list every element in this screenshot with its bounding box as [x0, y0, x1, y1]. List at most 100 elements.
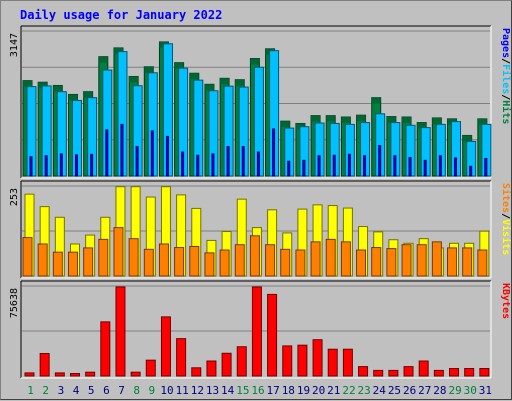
bar-sites-day-4 [67, 251, 78, 277]
x-tick-label-4: 4 [73, 384, 80, 397]
x-tick-label-3: 3 [58, 384, 65, 397]
legend-visits: Visits [500, 219, 512, 255]
bar-sites-day-6 [98, 238, 109, 277]
bar-kbytes-day-26 [403, 366, 414, 377]
bar-sites-day-30 [462, 247, 473, 277]
bar-sites-day-24 [371, 247, 382, 277]
panel-bottom: 75638 KBytes [9, 280, 511, 379]
panel-middle: 253 Sites/Visits [9, 180, 512, 279]
bar-pages-day-18 [287, 160, 291, 177]
x-tick-label-7: 7 [118, 384, 125, 397]
bar-cap-day-4 [68, 94, 78, 101]
bar-cap-day-20 [311, 115, 321, 122]
bar-cap-day-1 [23, 80, 32, 87]
legend-slash: / [500, 213, 511, 219]
bar-cap-day-12 [189, 73, 199, 80]
bar-kbytes-day-29 [449, 368, 460, 377]
bar-kbytes-day-19 [297, 344, 308, 377]
bar-pages-day-2 [44, 155, 48, 177]
bar-pages-day-8 [135, 146, 139, 177]
x-tick-label-5: 5 [88, 384, 95, 397]
bar-kbytes-day-10 [160, 316, 171, 377]
x-tick-label-20: 20 [312, 384, 325, 397]
bar-kbytes-day-2 [39, 353, 50, 377]
x-tick-label-29: 29 [448, 384, 461, 397]
bar-sites-day-10 [158, 243, 169, 277]
bar-kbytes-day-14 [221, 352, 232, 377]
bar-kbytes-day-30 [464, 368, 475, 377]
bar-cap-day-24 [371, 97, 381, 104]
x-tick-label-9: 9 [149, 384, 156, 397]
x-tick-label-17: 17 [267, 384, 280, 397]
bar-pages-day-19 [302, 159, 306, 177]
x-tick-label-8: 8 [133, 384, 140, 397]
bar-kbytes-day-22 [342, 348, 353, 377]
legend-pages: Pages [500, 28, 511, 58]
legend-slash: / [500, 94, 511, 100]
x-tick-label-26: 26 [403, 384, 416, 397]
bar-sites-day-3 [52, 251, 63, 277]
bar-sites-day-2 [37, 243, 48, 277]
bar-kbytes-day-1 [24, 372, 35, 377]
bar-pages-day-13 [211, 153, 215, 177]
bar-cap-day-13 [204, 84, 214, 91]
bar-kbytes-day-23 [358, 366, 369, 377]
panel-top-ymax-label: 3147 [9, 33, 20, 57]
bar-sites-day-27 [416, 244, 427, 277]
bar-sites-day-25 [386, 248, 397, 277]
bar-cap-day-2 [38, 82, 48, 89]
bar-cap-day-6 [98, 56, 108, 63]
x-tick-label-14: 14 [221, 384, 235, 397]
bar-pages-day-1 [29, 156, 33, 177]
bar-pages-day-14 [226, 146, 230, 177]
bar-pages-day-6 [105, 129, 109, 177]
x-tick-label-12: 12 [191, 384, 204, 397]
bar-pages-day-25 [393, 155, 397, 177]
bar-kbytes-day-24 [373, 369, 384, 377]
bar-kbytes-day-31 [479, 368, 490, 377]
bar-cap-day-11 [174, 62, 184, 69]
bar-cap-day-21 [326, 115, 336, 122]
bar-cap-day-9 [144, 66, 154, 73]
bar-sites-day-23 [356, 249, 367, 277]
x-tick-label-18: 18 [282, 384, 295, 397]
bar-sites-day-19 [295, 249, 306, 277]
bar-pages-day-28 [438, 155, 442, 177]
bar-pages-day-29 [454, 157, 458, 177]
panel-top: 3147 Pages/Files/Hits [9, 25, 512, 179]
x-tick-label-23: 23 [358, 384, 371, 397]
bar-cap-day-5 [83, 91, 93, 98]
panel-bottom-legend: KBytes [500, 283, 511, 319]
bar-sites-day-20 [310, 241, 321, 277]
bar-pages-day-3 [59, 153, 63, 177]
bar-cap-day-15 [235, 79, 245, 86]
bar-kbytes-day-17 [267, 293, 278, 377]
bar-cap-day-8 [129, 76, 139, 83]
bar-pages-day-27 [423, 159, 427, 177]
bar-kbytes-day-15 [236, 346, 247, 377]
bar-cap-day-16 [250, 58, 260, 65]
bar-kbytes-day-27 [418, 360, 429, 377]
bar-sites-day-12 [189, 245, 200, 277]
bar-pages-day-15 [241, 146, 245, 177]
bar-cap-day-30 [462, 135, 472, 142]
bar-sites-day-22 [340, 241, 351, 277]
panel-middle-ymax-label: 253 [9, 188, 20, 206]
bar-pages-day-11 [181, 151, 185, 177]
bar-pages-day-24 [378, 145, 382, 177]
bar-kbytes-day-11 [176, 338, 187, 377]
x-tick-label-21: 21 [327, 384, 340, 397]
bar-sites-day-13 [204, 252, 215, 277]
bar-cap-day-31 [477, 118, 487, 125]
legend-files: Files [500, 64, 512, 94]
bar-kbytes-day-3 [54, 372, 65, 377]
bar-kbytes-day-13 [206, 360, 217, 377]
bar-sites-day-11 [174, 247, 185, 277]
bar-kbytes-day-6 [100, 321, 111, 377]
bar-sites-day-8 [128, 238, 139, 277]
x-tick-label-22: 22 [342, 384, 355, 397]
bar-sites-day-15 [234, 244, 245, 277]
bar-pages-day-31 [484, 157, 488, 177]
